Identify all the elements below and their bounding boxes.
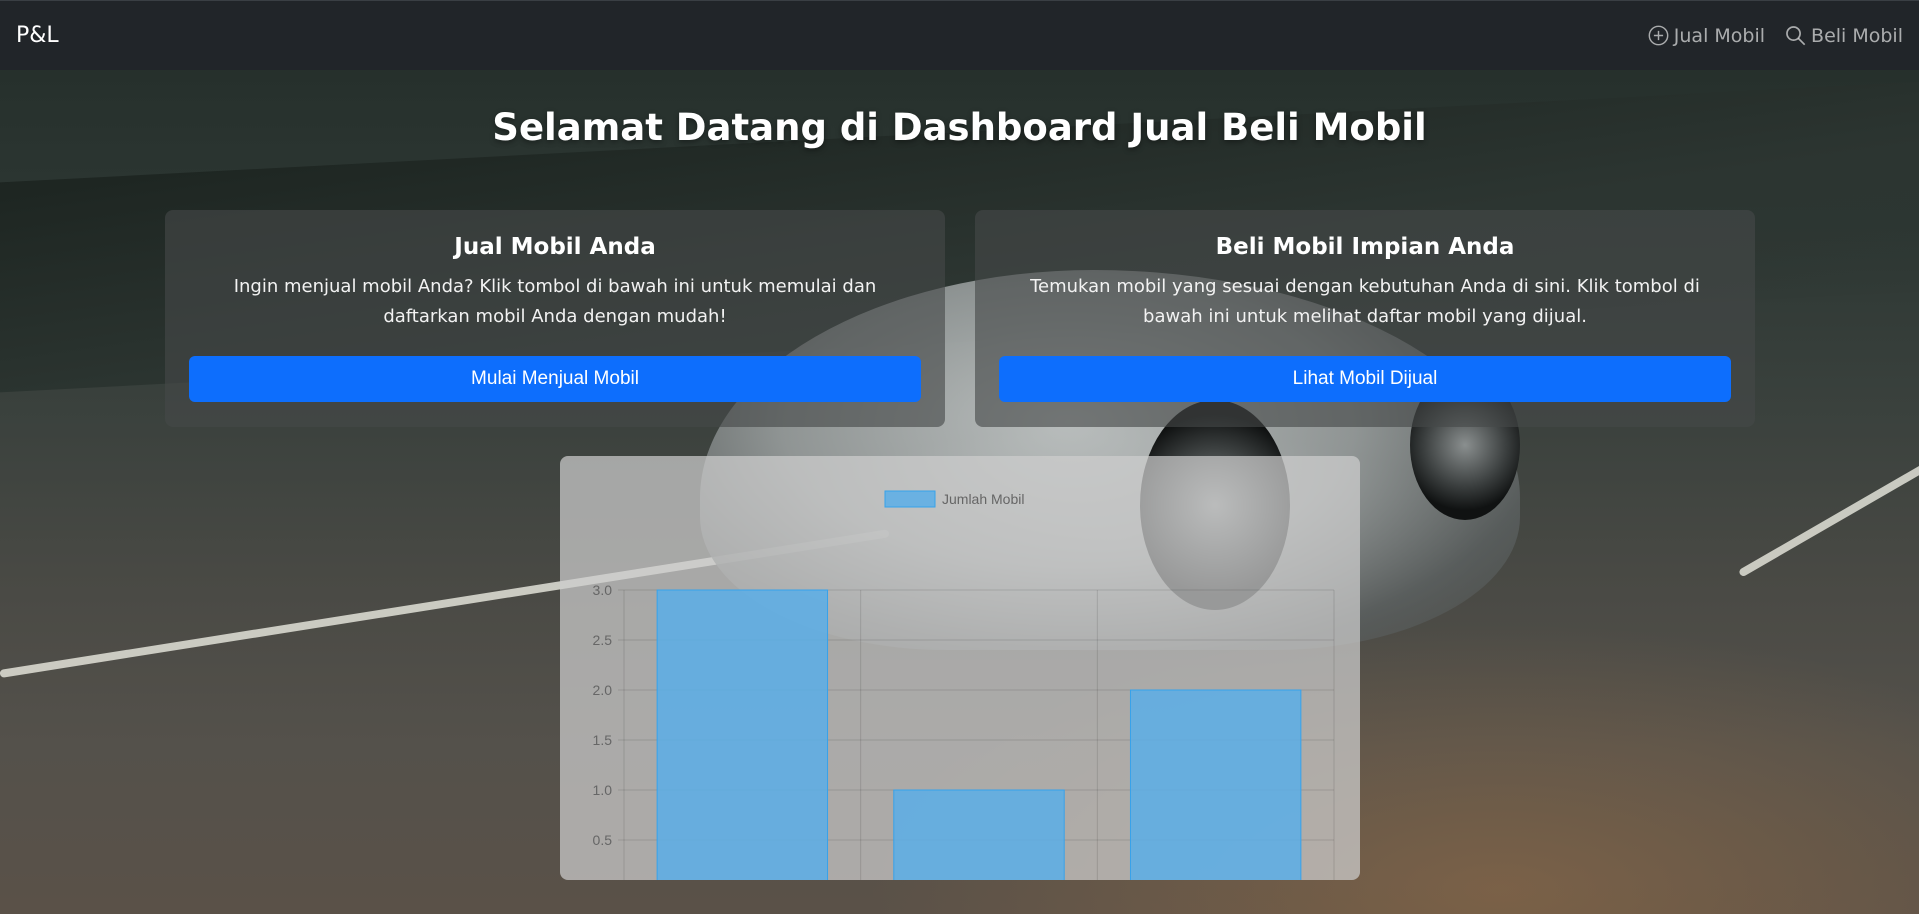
- buy-card-title: Beli Mobil Impian Anda: [1215, 234, 1515, 260]
- page-title: Selamat Datang di Dashboard Jual Beli Mo…: [492, 106, 1427, 149]
- view-cars-button[interactable]: Lihat Mobil Dijual: [999, 356, 1731, 402]
- sell-card-text: Ingin menjual mobil Anda? Klik tombol di…: [233, 276, 877, 327]
- nav-link-jual-mobil[interactable]: Jual Mobil: [1648, 25, 1765, 47]
- bar-sedan: [656, 589, 829, 880]
- nav-link-label: Jual Mobil: [1673, 24, 1766, 47]
- sell-card: Jual Mobil Anda Ingin menjual mobil Anda…: [165, 210, 945, 427]
- navbar-links: Jual Mobil Beli Mobil: [1648, 25, 1903, 47]
- search-icon: [1786, 26, 1806, 46]
- car-count-chart: 00.51.01.52.02.53.0SedanSUVMPVJumlah Mob…: [560, 456, 1360, 880]
- y-tick-label: 0.5: [593, 832, 613, 848]
- y-tick-label: 1.5: [593, 732, 613, 748]
- buy-card-text: Temukan mobil yang sesuai dengan kebutuh…: [1030, 276, 1700, 327]
- navbar: P&L Jual Mobil Beli Mobil: [0, 0, 1919, 70]
- start-selling-button[interactable]: Mulai Menjual Mobil: [189, 356, 921, 402]
- y-tick-label: 3.0: [593, 582, 613, 598]
- nav-link-label: Beli Mobil: [1811, 24, 1903, 47]
- y-tick-label: 2.5: [593, 632, 613, 648]
- y-tick-label: 1.0: [593, 782, 613, 798]
- nav-link-beli-mobil[interactable]: Beli Mobil: [1785, 25, 1903, 47]
- bar-chart: 00.51.01.52.02.53.0SedanSUVMPVJumlah Mob…: [593, 490, 1335, 880]
- bar-mpv: [1129, 689, 1302, 880]
- buy-card: Beli Mobil Impian Anda Temukan mobil yan…: [975, 210, 1755, 427]
- legend-swatch: [884, 490, 936, 508]
- bar-suv: [893, 789, 1065, 880]
- navbar-brand[interactable]: P&L: [16, 23, 59, 48]
- plus-circle-icon: [1648, 25, 1669, 46]
- dashboard-content: Selamat Datang di Dashboard Jual Beli Mo…: [0, 70, 1919, 914]
- y-tick-label: 2.0: [593, 682, 613, 698]
- legend-label: Jumlah Mobil: [942, 491, 1024, 507]
- sell-card-title: Jual Mobil Anda: [454, 234, 656, 260]
